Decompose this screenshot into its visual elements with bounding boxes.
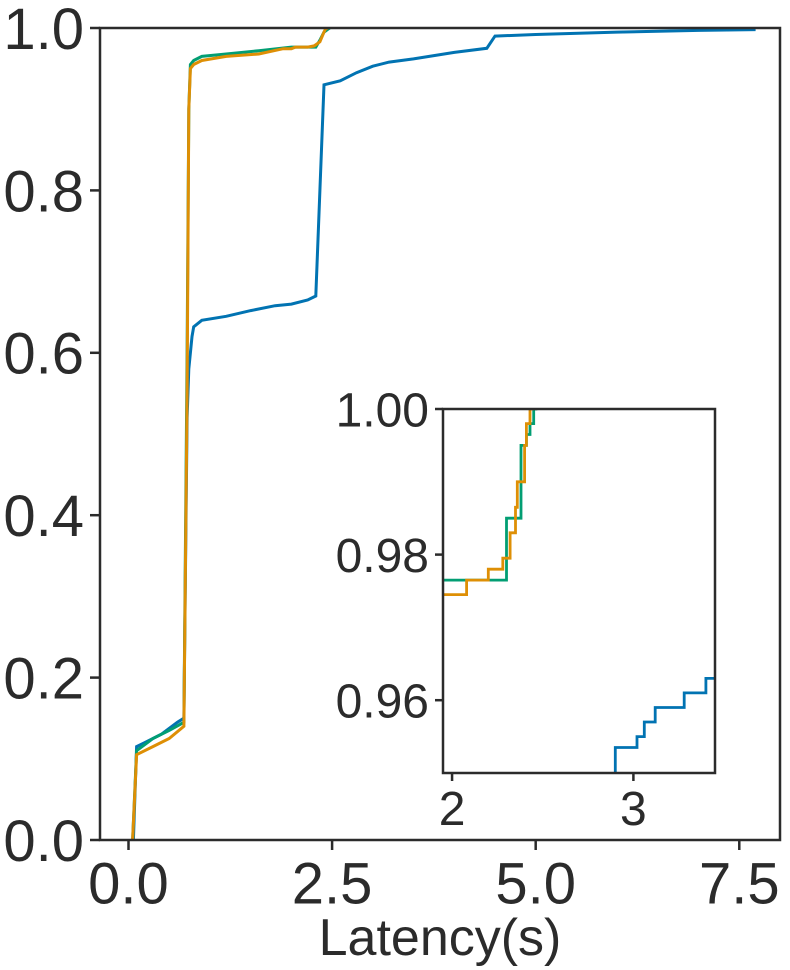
main-y-tick-label: 0.8 [3,159,84,224]
main-axes-frame [98,26,782,842]
main-series-group [131,28,756,840]
inset-y-tick-label: 1.00 [336,384,429,437]
inset-x-tick-label: 3 [620,783,647,836]
main-series-line-2 [131,28,329,840]
main-x-tick-label: 7.5 [699,851,780,916]
main-x-tick-label: 2.5 [292,851,373,916]
inset-series-group [443,409,715,773]
x-axis-label: Latency(s) [319,909,562,967]
inset-series-line-0 [613,677,715,773]
main-series-line-0 [131,28,756,840]
inset-plot-background [443,409,715,773]
main-y-tick-label: 0.4 [3,484,84,549]
inset-series-line-2 [443,409,534,596]
main-y-tick-label: 1.0 [3,0,84,62]
main-x-tick-label: 5.0 [495,851,576,916]
inset-y-tick-label: 0.98 [336,530,429,583]
main-y-tick-label: 0.0 [3,809,84,874]
inset-y-tick-label: 0.96 [336,675,429,728]
main-x-tick-label: 0.0 [88,851,169,916]
main-y-tick-label: 0.2 [3,646,84,711]
inset-axes-frame [441,407,717,775]
inset-x-tick-label: 2 [439,783,466,836]
main-y-tick-label: 0.6 [3,322,84,387]
